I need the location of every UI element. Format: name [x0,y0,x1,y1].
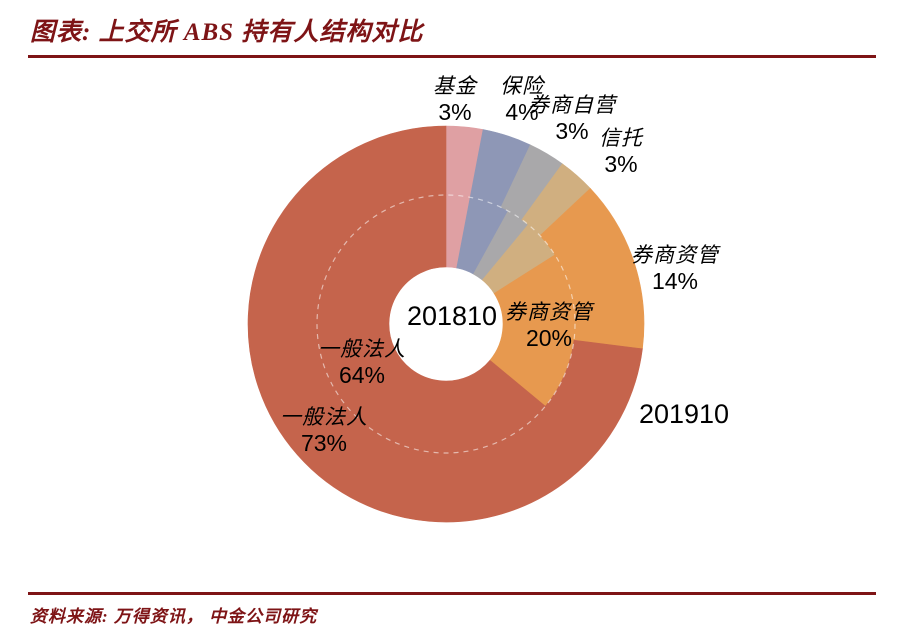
source-note: 资料来源: 万得资讯， 中金公司研究 [30,607,318,626]
data-label: 券商自营 3% [528,92,616,145]
data-label: 201810 [407,302,497,330]
data-label-line: 201910 [638,399,730,429]
data-label-line: 64% [338,362,386,388]
data-label: 一般法人 73% [280,404,368,457]
donut-segment-201910-一般法人 [247,125,643,523]
source-rule [28,592,876,595]
data-label-line: 3% [604,151,638,177]
data-label-line: 券商资管 [505,300,593,324]
data-label: 券商资管 20% [505,299,593,352]
donut-rings [247,125,645,523]
nested-donut-chart: 基金 3% 保险 4% 券商自营 3% 信托 3% 券商资管 14% 券商资管 20% 一般法人 64% 一… [0,60,901,590]
data-label-line: 基金 [433,74,477,98]
data-label-line: 一般法人 [318,337,406,361]
title-rule [28,55,876,58]
data-label-line: 3% [555,118,589,144]
data-label-line: 14% [651,268,699,294]
data-label-line: 4% [505,99,539,125]
data-label: 一般法人 64% [318,336,406,389]
data-label-line: 一般法人 [280,405,368,429]
data-label-line: 保险 [500,74,544,98]
data-label-line: 20% [525,325,573,351]
ring-divider-circle [316,194,576,454]
data-label-line: 信托 [599,126,643,150]
data-label: 券商资管 14% [631,242,719,295]
data-label-line: 73% [300,430,348,456]
data-label: 201910 [639,400,729,428]
data-label-line: 券商自营 [528,93,616,117]
data-label-line: 201810 [406,301,498,331]
data-label-line: 券商资管 [631,243,719,267]
data-label: 保险 4% [500,73,544,126]
data-label-line: 3% [438,99,472,125]
figure-title: 图表: 上交所 ABS 持有人结构对比 [30,19,424,46]
data-label: 信托 3% [599,125,643,178]
data-label: 基金 3% [433,73,477,126]
